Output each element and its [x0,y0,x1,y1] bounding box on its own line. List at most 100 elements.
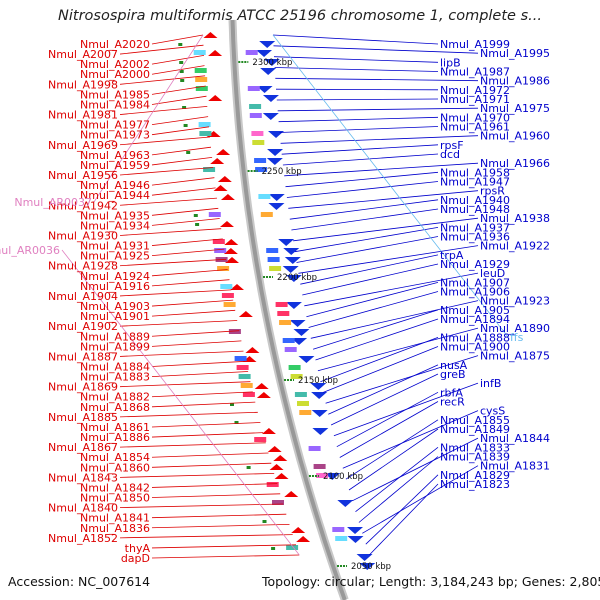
gene-label-nmul-a1901[interactable]: Nmul_A1901 [80,310,150,323]
gene-label-nmul-a1883[interactable]: Nmul_A1883 [80,371,150,384]
gene-label-recr[interactable]: recR [440,396,465,409]
gene-label-nmul-a1905[interactable]: Nmul_A1905 [440,304,510,317]
gene-label-rpsf[interactable]: rpsF [440,139,464,152]
gene-label-nmul-a1972[interactable]: Nmul_A1972 [440,84,510,97]
gene-label-nmul-a1986[interactable]: Nmul_A1986 [480,75,550,88]
gene-label-nmul-a1840[interactable]: Nmul_A1840 [48,502,118,515]
gene-label-nmul-a2000[interactable]: Nmul_A2000 [80,68,150,81]
gene-label-nmul-a1903[interactable]: Nmul_A1903 [80,300,150,313]
gene-label-nmul-a1836[interactable]: Nmul_A1836 [80,522,150,535]
gene-label-nmul-a1995[interactable]: Nmul_A1995 [480,47,550,60]
gene-label-ffs[interactable]: ffs [510,331,524,344]
gene-label-nmul-a1930[interactable]: Nmul_A1930 [48,229,118,242]
gene-label-nmul-a1960[interactable]: Nmul_A1960 [480,130,550,143]
gene-label-nmul-ar0037[interactable]: Nmul_AR0037 [14,196,92,209]
gene-label-nmul-a1961[interactable]: Nmul_A1961 [440,121,510,134]
gene-label-nmul-a1906[interactable]: Nmul_A1906 [440,286,510,299]
gene-label-nmul-a1937[interactable]: Nmul_A1937 [440,221,510,234]
gene-label-nmul-a2007[interactable]: Nmul_A2007 [48,48,118,61]
gene-label-dapd[interactable]: dapD [121,552,150,565]
gene-label-nmul-a1842[interactable]: Nmul_A1842 [80,481,150,494]
gene-label-nmul-a1971[interactable]: Nmul_A1971 [440,93,510,106]
gene-label-greb[interactable]: greB [440,368,466,381]
gene-label-nmul-a1902[interactable]: Nmul_A1902 [48,320,118,333]
gene-label-nmul-a1904[interactable]: Nmul_A1904 [48,290,118,303]
gene-label-nmul-a1925[interactable]: Nmul_A1925 [80,250,150,263]
gene-label-nmul-a1963[interactable]: Nmul_A1963 [80,149,150,162]
gene-label-leud[interactable]: leuD [480,267,505,280]
gene-label-nmul-a1923[interactable]: Nmul_A1923 [480,295,550,308]
gene-label-nmul-a1969[interactable]: Nmul_A1969 [48,139,118,152]
gene-label-nmul-a1875[interactable]: Nmul_A1875 [480,350,550,363]
gene-label-nmul-a1831[interactable]: Nmul_A1831 [480,460,550,473]
gene-label-nmul-a1860[interactable]: Nmul_A1860 [80,461,150,474]
gene-label-nmul-a1885[interactable]: Nmul_A1885 [48,411,118,424]
gene-label-nmul-a1922[interactable]: Nmul_A1922 [480,240,550,253]
gene-label-nmul-a1924[interactable]: Nmul_A1924 [80,270,150,283]
gene-label-nmul-a1938[interactable]: Nmul_A1938 [480,212,550,225]
gene-label-nmul-a1928[interactable]: Nmul_A1928 [48,260,118,273]
gene-label-nmul-a1844[interactable]: Nmul_A1844 [480,432,550,445]
gene-label-cyss[interactable]: cysS [480,405,505,418]
gene-label-nmul-a1900[interactable]: Nmul_A1900 [440,341,510,354]
gene-label-nmul-a1855[interactable]: Nmul_A1855 [440,414,510,427]
gene-label-nmul-a1869[interactable]: Nmul_A1869 [48,381,118,394]
gene-label-nmul-a1999[interactable]: Nmul_A1999 [440,38,510,51]
gene-label-nmul-a1823[interactable]: Nmul_A1823 [440,478,510,491]
gene-label-nmul-a1931[interactable]: Nmul_A1931 [80,240,150,253]
gene-label-nmul-a1948[interactable]: Nmul_A1948 [440,203,510,216]
gene-label-nmul-a1970[interactable]: Nmul_A1970 [440,111,510,124]
gene-label-nmul-a2002[interactable]: Nmul_A2002 [80,58,150,71]
gene-label-nmul-a1966[interactable]: Nmul_A1966 [480,157,550,170]
gene-label-nmul-a1868[interactable]: Nmul_A1868 [80,401,150,414]
gene-label-nmul-a1886[interactable]: Nmul_A1886 [80,431,150,444]
gene-label-rpsr[interactable]: rpsR [480,185,505,198]
gene-label-nmul-a1888[interactable]: Nmul_A1888 [440,331,510,344]
gene-label-nmul-a1887[interactable]: Nmul_A1887 [48,350,118,363]
gene-label-thya[interactable]: thyA [125,542,151,555]
gene-label-nmul-a2020[interactable]: Nmul_A2020 [80,38,150,51]
gene-label-nmul-a1841[interactable]: Nmul_A1841 [80,512,150,525]
gene-label-nusa[interactable]: nusA [440,359,468,372]
gene-label-nmul-a1936[interactable]: Nmul_A1936 [440,231,510,244]
gene-label-nmul-a1935[interactable]: Nmul_A1935 [80,209,150,222]
gene-label-nmul-a1890[interactable]: Nmul_A1890 [480,322,550,335]
gene-label-nmul-a1985[interactable]: Nmul_A1985 [80,88,150,101]
gene-label-nmul-a1889[interactable]: Nmul_A1889 [80,330,150,343]
gene-label-nmul-a1850[interactable]: Nmul_A1850 [80,492,150,505]
gene-label-nmul-a1934[interactable]: Nmul_A1934 [80,219,150,232]
gene-label-nmul-a1959[interactable]: Nmul_A1959 [80,159,150,172]
gene-label-nmul-a1958[interactable]: Nmul_A1958 [440,166,510,179]
gene-label-nmul-a1942[interactable]: Nmul_A1942 [48,199,118,212]
gene-label-infb[interactable]: infB [480,377,501,390]
gene-label-lipb[interactable]: lipB [440,56,461,69]
gene-label-nmul-a1861[interactable]: Nmul_A1861 [80,421,150,434]
gene-label-nmul-a1940[interactable]: Nmul_A1940 [440,194,510,207]
gene-label-nmul-a1929[interactable]: Nmul_A1929 [440,258,510,271]
gene-label-nmul-a1882[interactable]: Nmul_A1882 [80,391,150,404]
gene-label-nmul-a1984[interactable]: Nmul_A1984 [80,98,150,111]
gene-label-nmul-a1849[interactable]: Nmul_A1849 [440,423,510,436]
gene-label-nmul-a1956[interactable]: Nmul_A1956 [48,169,118,182]
gene-label-nmul-a1916[interactable]: Nmul_A1916 [80,280,150,293]
gene-label-trpa[interactable]: trpA [440,249,464,262]
gene-label-nmul-a1839[interactable]: Nmul_A1839 [440,451,510,464]
gene-label-nmul-a1852[interactable]: Nmul_A1852 [48,532,118,545]
gene-label-nmul-a1829[interactable]: Nmul_A1829 [440,469,510,482]
gene-label-nmul-a1843[interactable]: Nmul_A1843 [48,471,118,484]
gene-label-nmul-a1944[interactable]: Nmul_A1944 [80,189,150,202]
gene-label-nmul-ar0036[interactable]: Nmul_AR0036 [0,244,60,257]
gene-labels[interactable]: Nmul_A2020Nmul_A2007Nmul_A2002Nmul_A2000… [0,38,550,565]
gene-label-nmul-a1884[interactable]: Nmul_A1884 [80,361,150,374]
gene-label-nmul-a1907[interactable]: Nmul_A1907 [440,276,510,289]
gene-label-dcd[interactable]: dcd [440,148,460,161]
gene-label-nmul-a1987[interactable]: Nmul_A1987 [440,66,510,79]
gene-label-nmul-a1981[interactable]: Nmul_A1981 [48,109,118,122]
gene-label-nmul-a1998[interactable]: Nmul_A1998 [48,78,118,91]
gene-label-nmul-a1973[interactable]: Nmul_A1973 [80,129,150,142]
gene-label-nmul-a1854[interactable]: Nmul_A1854 [80,451,150,464]
gene-label-nmul-a1867[interactable]: Nmul_A1867 [48,441,118,454]
gene-label-nmul-a1947[interactable]: Nmul_A1947 [440,176,510,189]
gene-label-nmul-a1899[interactable]: Nmul_A1899 [80,340,150,353]
gene-label-rbfa[interactable]: rbfA [440,386,463,399]
